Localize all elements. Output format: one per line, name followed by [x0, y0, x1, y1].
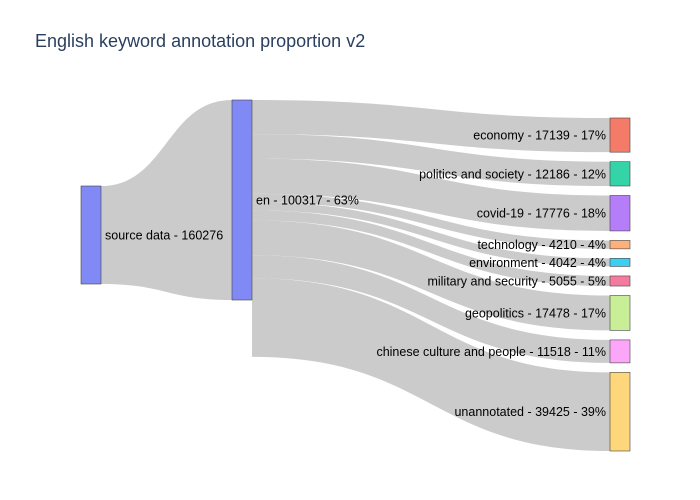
label-unannotated: unannotated - 39425 - 39% — [454, 405, 606, 419]
nodes-layer — [80, 99, 631, 452]
node-en[interactable] — [231, 99, 253, 301]
label-culture: chinese culture and people - 11518 - 11% — [376, 345, 606, 359]
label-politics: politics and society - 12186 - 12% — [419, 167, 606, 181]
node-economy[interactable] — [609, 117, 631, 153]
node-geopolitics[interactable] — [609, 295, 631, 331]
node-politics[interactable] — [609, 161, 631, 187]
link-en-military[interactable] — [252, 210, 610, 287]
link-en-economy[interactable] — [252, 100, 610, 153]
link-en-geopolitics[interactable] — [252, 220, 610, 331]
label-covid: covid-19 - 17776 - 18% — [477, 207, 606, 221]
label-military: military and security - 5055 - 5% — [427, 274, 606, 288]
label-economy: economy - 17139 - 17% — [473, 129, 606, 143]
node-unannotated[interactable] — [609, 372, 631, 452]
label-en: en - 100317 - 63% — [256, 194, 359, 208]
node-culture[interactable] — [609, 339, 631, 364]
node-military[interactable] — [609, 275, 631, 287]
chart-title: English keyword annotation proportion v2 — [35, 31, 366, 51]
link-en-covid[interactable] — [252, 158, 610, 231]
node-covid[interactable] — [609, 195, 631, 232]
link-en-technology[interactable] — [252, 193, 610, 249]
label-environment: environment - 4042 - 4% — [469, 256, 606, 270]
link-en-politics[interactable] — [252, 134, 610, 186]
link-en-culture[interactable] — [252, 255, 610, 363]
node-technology[interactable] — [609, 240, 631, 250]
label-technology: technology - 4210 - 4% — [477, 238, 606, 252]
node-source[interactable] — [80, 185, 102, 285]
link-en-environment[interactable] — [252, 202, 610, 267]
labels-layer: source data - 160276 en - 100317 - 63% eco… — [105, 129, 606, 420]
label-source: source data - 160276 — [105, 229, 223, 243]
link-en-unannotated[interactable] — [252, 278, 610, 451]
node-environment[interactable] — [609, 258, 631, 267]
links-layer — [101, 100, 610, 451]
link-source-en[interactable] — [101, 100, 232, 300]
label-geopolitics: geopolitics - 17478 - 17% — [465, 306, 606, 320]
